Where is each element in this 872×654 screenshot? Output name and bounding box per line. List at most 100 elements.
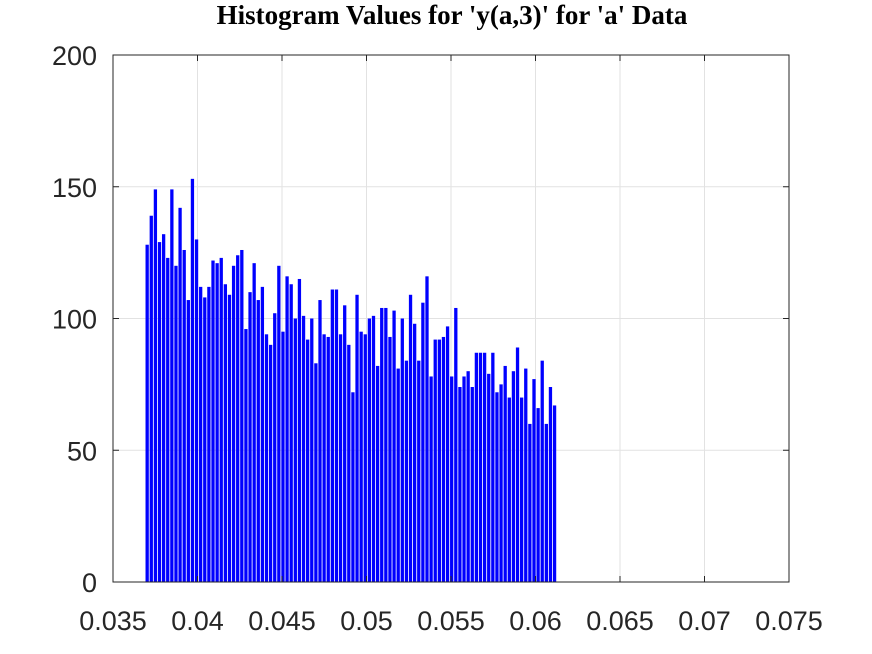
histogram-bar xyxy=(515,347,520,582)
histogram-bar xyxy=(145,244,149,582)
histogram-bar xyxy=(408,294,413,582)
histogram-bar xyxy=(338,334,343,582)
histogram-bar xyxy=(429,376,433,582)
histogram-bar xyxy=(149,215,153,583)
y-tick-label: 0 xyxy=(82,568,97,598)
histogram-bar xyxy=(219,257,223,582)
histogram-bar xyxy=(297,278,302,582)
histogram-bar xyxy=(474,352,479,582)
histogram-bar xyxy=(552,405,557,582)
histogram-bar xyxy=(454,307,458,582)
histogram-bar xyxy=(520,397,524,582)
histogram-bar xyxy=(231,265,236,582)
histogram-bar xyxy=(207,286,211,582)
histogram-bar xyxy=(540,360,544,582)
histogram-bar xyxy=(306,339,310,582)
histogram-bar xyxy=(330,289,334,582)
x-tick-label: 0.045 xyxy=(248,606,316,636)
histogram-bar xyxy=(487,373,491,582)
y-tick-label: 100 xyxy=(52,305,97,335)
histogram-bar xyxy=(343,305,347,582)
histogram-bar xyxy=(314,363,318,582)
histogram-bar xyxy=(466,371,470,582)
histogram-bar xyxy=(384,307,388,582)
x-tick-label: 0.05 xyxy=(340,606,393,636)
histogram-bar xyxy=(334,289,339,582)
histogram-bar xyxy=(293,318,297,582)
histogram-bar xyxy=(322,334,326,582)
y-axis-ticks: 0 50 100 150 200 xyxy=(52,41,789,598)
histogram-bar xyxy=(347,344,351,582)
histogram-bar xyxy=(375,365,380,582)
histogram-bar xyxy=(413,323,417,582)
histogram-bar xyxy=(511,371,516,582)
histogram-bar xyxy=(507,397,511,582)
histogram-bar xyxy=(367,318,372,582)
x-tick-label: 0.07 xyxy=(678,606,731,636)
histogram-bar xyxy=(363,334,367,582)
histogram-bar xyxy=(462,376,466,582)
histogram-bar xyxy=(248,292,252,582)
y-tick-label: 150 xyxy=(52,173,97,203)
histogram-bar xyxy=(400,318,404,582)
histogram-bar xyxy=(178,207,182,582)
grid-lines xyxy=(113,55,789,582)
histogram-bar xyxy=(174,265,178,582)
histogram-bar xyxy=(190,178,195,582)
histogram-bar xyxy=(186,300,190,582)
histogram-bar xyxy=(355,294,359,582)
histogram-bar xyxy=(285,276,289,582)
histogram-bar xyxy=(351,392,355,582)
histogram-bar xyxy=(153,189,158,582)
histogram-bar xyxy=(458,387,462,582)
histogram-bar xyxy=(227,294,232,582)
histogram-bar xyxy=(445,326,450,582)
histogram-bar xyxy=(528,423,532,582)
histogram-bar xyxy=(236,255,240,582)
histogram-bar xyxy=(544,423,548,582)
y-tick-label: 200 xyxy=(52,41,97,71)
histogram-bar xyxy=(223,284,228,582)
histogram-bar xyxy=(359,331,363,582)
histogram-bar xyxy=(268,344,273,582)
histogram-bar xyxy=(532,379,536,582)
histogram-bar xyxy=(260,286,265,582)
x-tick-label: 0.055 xyxy=(417,606,485,636)
histogram-bar xyxy=(252,263,256,582)
histogram-bar xyxy=(396,368,400,582)
histogram-bar xyxy=(421,302,425,582)
histogram-bar xyxy=(157,242,162,582)
bars xyxy=(145,178,557,583)
histogram-bar xyxy=(211,260,215,582)
x-tick-label: 0.065 xyxy=(586,606,654,636)
histogram-bar xyxy=(524,368,528,582)
histogram-bar xyxy=(433,339,437,582)
histogram-bar xyxy=(244,329,248,582)
histogram-bar xyxy=(425,276,429,582)
histogram-bar xyxy=(240,249,244,583)
histogram-bar xyxy=(392,310,396,582)
histogram-bar xyxy=(548,387,553,582)
histogram-bar xyxy=(273,313,277,582)
histogram-bar xyxy=(441,336,446,582)
chart-title: Histogram Values for 'y(a,3)' for 'a' Da… xyxy=(217,0,688,30)
histogram-bar xyxy=(326,336,330,582)
histogram-bar xyxy=(536,408,540,582)
histogram-bar xyxy=(203,297,207,582)
histogram-bar xyxy=(199,286,203,582)
histogram-bar xyxy=(404,360,409,582)
histogram-bar xyxy=(310,318,314,582)
histogram-bar xyxy=(482,352,487,582)
histogram-bar xyxy=(470,387,474,582)
histogram-bar xyxy=(289,284,293,582)
histogram-bar xyxy=(499,384,503,582)
histogram-bar xyxy=(491,352,495,582)
histogram-bar xyxy=(503,365,507,582)
histogram-bar xyxy=(256,300,260,582)
y-tick-label: 50 xyxy=(67,436,97,466)
histogram-bar xyxy=(281,331,285,582)
histogram-bar xyxy=(437,339,441,582)
x-tick-label: 0.06 xyxy=(509,606,562,636)
histogram-bar xyxy=(388,336,392,582)
